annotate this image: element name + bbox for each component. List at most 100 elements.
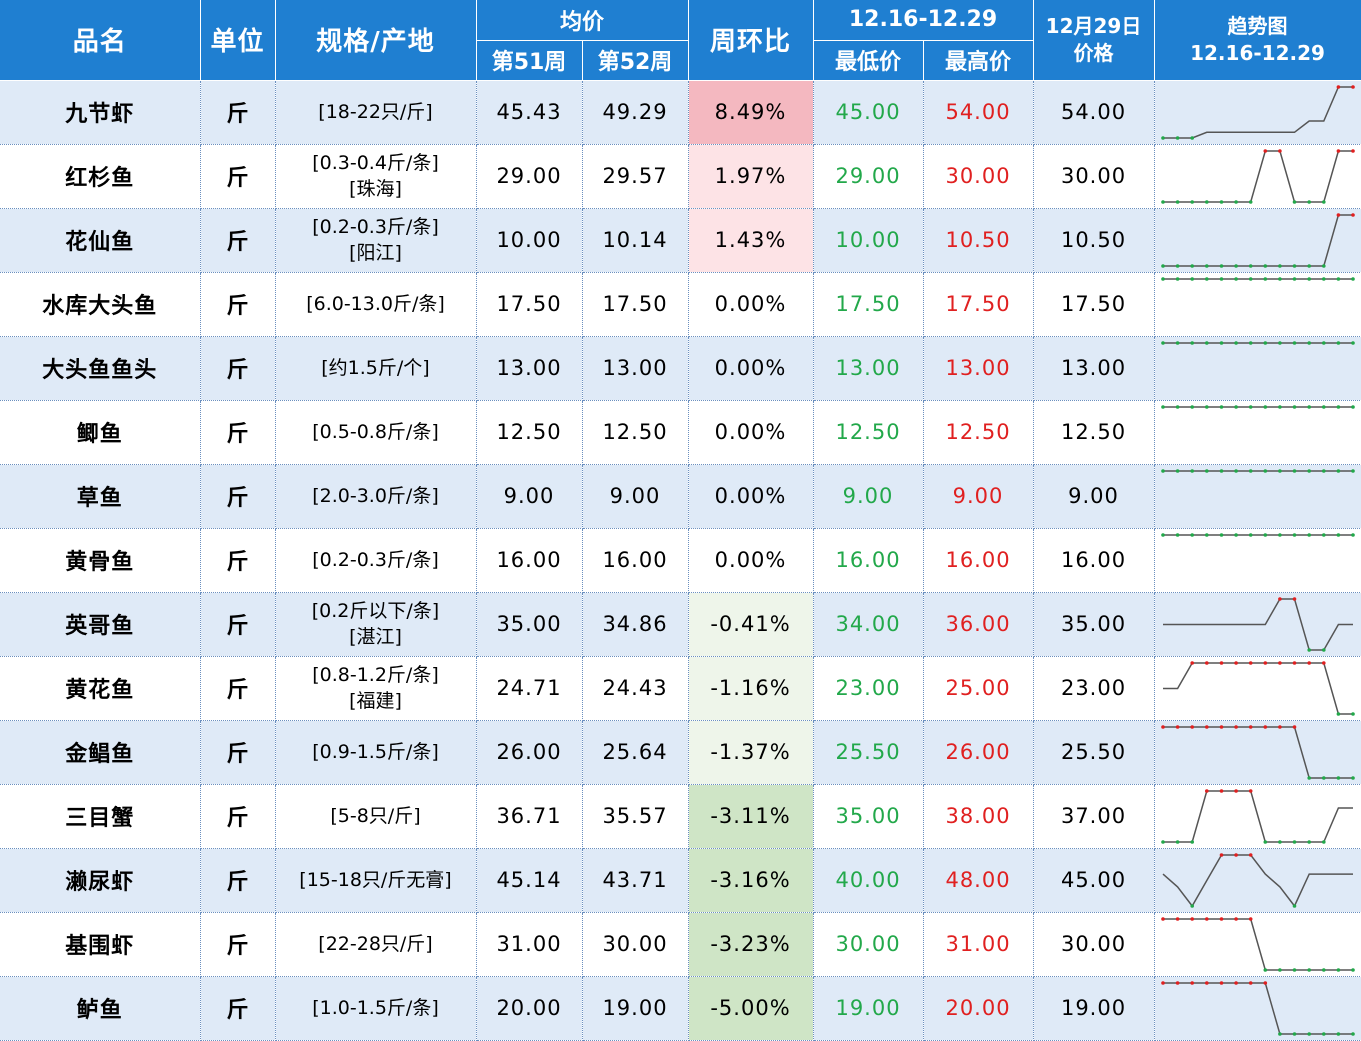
table-row: 金鲳鱼斤 [0.9-1.5斤/条] 26.00 25.64 -1.37% 25.50 26.… bbox=[0, 720, 1361, 785]
sparkline-point bbox=[1263, 660, 1267, 665]
sparkline-point bbox=[1277, 468, 1282, 473]
sparkline-point bbox=[1189, 263, 1194, 268]
sparkline-point bbox=[1248, 404, 1253, 409]
sparkline-point bbox=[1233, 468, 1238, 473]
wow-change: 1.43% bbox=[688, 208, 814, 273]
max-price: 26.00 bbox=[923, 720, 1034, 785]
max-price: 25.00 bbox=[923, 656, 1034, 721]
wow-change: -3.16% bbox=[688, 848, 814, 913]
avg-week51: 26.00 bbox=[476, 720, 583, 785]
spec-line2: [阳江] bbox=[349, 242, 402, 264]
sparkline-point bbox=[1233, 852, 1238, 857]
table-row: 鲫鱼斤 [0.5-0.8斤/条] 12.50 12.50 0.00% 12.50 12.50… bbox=[0, 400, 1361, 465]
avg-week51: 31.00 bbox=[476, 912, 583, 977]
product-name: 红杉鱼 bbox=[0, 144, 201, 209]
product-name: 黄花鱼 bbox=[0, 656, 201, 721]
sparkline-point bbox=[1233, 788, 1238, 793]
dec29-price: 35.00 bbox=[1033, 592, 1155, 657]
max-price: 13.00 bbox=[923, 336, 1034, 401]
avg-week52: 25.64 bbox=[582, 720, 689, 785]
sparkline-point bbox=[1306, 199, 1311, 204]
max-price: 30.00 bbox=[923, 144, 1034, 209]
sparkline-point bbox=[1292, 340, 1296, 345]
avg-week52: 34.86 bbox=[582, 592, 689, 657]
table-row: 基围虾斤 [22-28只/斤] 31.00 30.00 -3.23% 30.00 31.00… bbox=[0, 912, 1361, 977]
sparkline-point bbox=[1263, 468, 1267, 473]
wow-change: 0.00% bbox=[688, 528, 814, 593]
spec: [0.9-1.5斤/条] bbox=[275, 720, 477, 785]
spec: [约1.5斤/个] bbox=[275, 336, 477, 401]
sparkline-point bbox=[1233, 199, 1238, 204]
trend-sparkline bbox=[1154, 784, 1361, 849]
spec-line1: [0.8-1.2斤/条] bbox=[312, 664, 439, 686]
sparkline-point bbox=[1233, 660, 1238, 665]
dec29-price: 30.00 bbox=[1033, 912, 1155, 977]
sparkline-point bbox=[1306, 967, 1311, 972]
sparkline-point bbox=[1350, 276, 1355, 281]
header-avg: 均价 bbox=[476, 0, 689, 41]
sparkline-point bbox=[1248, 916, 1253, 921]
sparkline-point bbox=[1350, 212, 1355, 217]
header-spec: 规格/产地 bbox=[275, 0, 477, 81]
min-price: 10.00 bbox=[813, 208, 924, 273]
sparkline-point bbox=[1263, 532, 1267, 537]
header-trend-line2: 12.16-12.29 bbox=[1190, 40, 1325, 65]
sparkline-point bbox=[1321, 775, 1326, 780]
sparkline-point bbox=[1292, 967, 1296, 972]
sparkline-point bbox=[1277, 404, 1282, 409]
sparkline-point bbox=[1189, 468, 1194, 473]
unit: 斤 bbox=[200, 656, 276, 721]
sparkline-point bbox=[1175, 276, 1179, 281]
sparkline-point bbox=[1292, 532, 1296, 537]
avg-week52: 49.29 bbox=[582, 80, 689, 145]
min-price: 23.00 bbox=[813, 656, 924, 721]
sparkline-point bbox=[1306, 276, 1311, 281]
sparkline-point bbox=[1263, 839, 1267, 844]
avg-week51: 24.71 bbox=[476, 656, 583, 721]
avg-week51: 12.50 bbox=[476, 400, 583, 465]
sparkline-point bbox=[1204, 263, 1209, 268]
sparkline-point bbox=[1175, 724, 1179, 729]
avg-week51: 20.00 bbox=[476, 976, 583, 1041]
product-name: 草鱼 bbox=[0, 464, 201, 529]
sparkline-point bbox=[1263, 276, 1267, 281]
table-row: 濑尿虾斤 [15-18只/斤无膏] 45.14 43.71 -3.16% 40.00 48.… bbox=[0, 848, 1361, 913]
sparkline-chart bbox=[1160, 404, 1355, 409]
sparkline-point bbox=[1277, 276, 1282, 281]
spec-line1: [0.2-0.3斤/条] bbox=[312, 549, 439, 571]
spec-line1: [2.0-3.0斤/条] bbox=[312, 485, 439, 507]
min-price: 29.00 bbox=[813, 144, 924, 209]
sparkline-point bbox=[1248, 724, 1253, 729]
sparkline-point bbox=[1336, 775, 1340, 780]
table-row: 草鱼斤 [2.0-3.0斤/条] 9.00 9.00 0.00% 9.00 9.00 9.00 bbox=[0, 464, 1361, 529]
sparkline-point bbox=[1306, 775, 1311, 780]
sparkline-point bbox=[1306, 404, 1311, 409]
min-price: 13.00 bbox=[813, 336, 924, 401]
sparkline-point bbox=[1306, 839, 1311, 844]
table-body: 九节虾斤 [18-22只/斤] 45.43 49.29 8.49% 45.00 54.00 5… bbox=[0, 80, 1361, 1041]
unit: 斤 bbox=[200, 720, 276, 785]
product-name: 英哥鱼 bbox=[0, 592, 201, 657]
sparkline-point bbox=[1204, 724, 1209, 729]
spec-line1: [0.3-0.4斤/条] bbox=[312, 152, 439, 174]
sparkline-point bbox=[1160, 916, 1165, 921]
avg-week52: 12.50 bbox=[582, 400, 689, 465]
sparkline-point bbox=[1292, 903, 1296, 908]
sparkline-point bbox=[1248, 852, 1253, 857]
unit: 斤 bbox=[200, 144, 276, 209]
sparkline-point bbox=[1321, 199, 1326, 204]
header-dec29-line1: 12月29日 bbox=[1045, 13, 1142, 38]
spec: [0.5-0.8斤/条] bbox=[275, 400, 477, 465]
sparkline-point bbox=[1160, 404, 1165, 409]
sparkline-point bbox=[1277, 340, 1282, 345]
sparkline-chart bbox=[1162, 660, 1355, 716]
sparkline-point bbox=[1277, 532, 1282, 537]
sparkline-point bbox=[1350, 1031, 1355, 1036]
sparkline-point bbox=[1160, 468, 1165, 473]
header-range: 12.16-12.29 bbox=[813, 0, 1034, 41]
spec-line2: [湛江] bbox=[349, 626, 402, 648]
unit: 斤 bbox=[200, 272, 276, 337]
table-row: 鲈鱼斤 [1.0-1.5斤/条] 20.00 19.00 -5.00% 19.00 20.0… bbox=[0, 976, 1361, 1041]
sparkline-point bbox=[1233, 980, 1238, 985]
